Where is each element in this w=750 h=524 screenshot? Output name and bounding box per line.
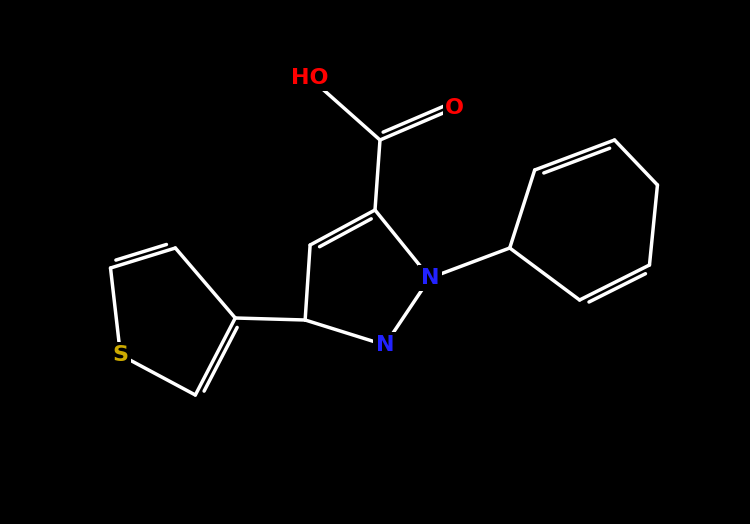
Text: HO: HO <box>291 68 328 88</box>
Text: N: N <box>421 268 440 288</box>
Text: O: O <box>446 98 464 118</box>
Text: S: S <box>112 345 128 365</box>
Text: N: N <box>376 335 394 355</box>
